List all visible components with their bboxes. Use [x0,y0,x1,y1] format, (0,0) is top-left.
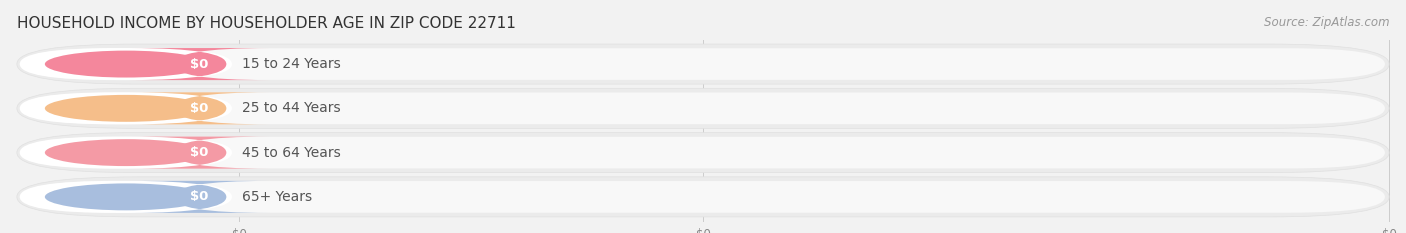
Text: 15 to 24 Years: 15 to 24 Years [242,57,340,71]
Text: $0: $0 [190,58,209,71]
Text: $0: $0 [190,146,209,159]
Text: $0: $0 [190,102,209,115]
Text: 45 to 64 Years: 45 to 64 Years [242,146,340,160]
Text: 65+ Years: 65+ Years [242,190,312,204]
Text: $0: $0 [696,228,710,233]
Text: $0: $0 [190,190,209,203]
Text: Source: ZipAtlas.com: Source: ZipAtlas.com [1264,16,1389,29]
Text: HOUSEHOLD INCOME BY HOUSEHOLDER AGE IN ZIP CODE 22711: HOUSEHOLD INCOME BY HOUSEHOLDER AGE IN Z… [17,16,516,31]
Text: $0: $0 [1382,228,1396,233]
Text: 25 to 44 Years: 25 to 44 Years [242,101,340,115]
Text: $0: $0 [232,228,246,233]
